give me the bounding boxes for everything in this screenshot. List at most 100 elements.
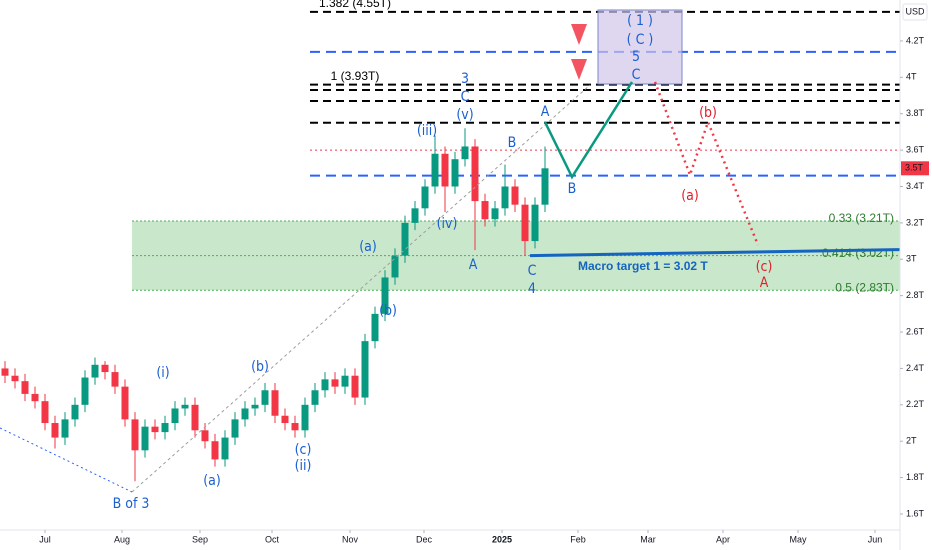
candle-body [251, 404, 259, 409]
x-tick-label: Nov [342, 534, 359, 544]
last-price-marker [901, 161, 929, 176]
y-tick-label: 4T [906, 72, 917, 82]
candle-body [311, 390, 319, 405]
candle-body [121, 386, 129, 420]
candle-body [281, 415, 289, 424]
candle-body [461, 146, 469, 160]
x-tick-label: Mar [640, 534, 656, 544]
candle-body [21, 381, 29, 394]
candle-body [41, 401, 49, 424]
wave-label: (a) [681, 188, 699, 204]
x-tick-label: 2025 [492, 534, 512, 544]
macro-target-line [529, 248, 901, 258]
wave-label: (b) [379, 303, 397, 319]
wave-label: (c) [756, 259, 773, 275]
candle-body [301, 404, 309, 431]
fib-label: 0.5 (2.83T) [835, 280, 894, 294]
wave-label: A [760, 275, 769, 291]
wave-label: (i) [156, 365, 169, 381]
x-tick-label: Jun [868, 534, 883, 544]
x-tick-label: Oct [265, 534, 280, 544]
wave-label: (v) [456, 107, 473, 123]
candle-body [431, 153, 439, 187]
wave-label: 4 [528, 281, 536, 297]
candle-body [541, 168, 549, 205]
wave-label: ( C ) [627, 32, 654, 48]
y-tick-label: 3.8T [906, 108, 925, 118]
y-tick-label: 1.8T [906, 472, 925, 482]
wave-label: (iii) [417, 123, 437, 139]
x-tick-label: Dec [416, 534, 433, 544]
candle-body [341, 375, 349, 387]
candle-body [501, 186, 509, 209]
candle-body [161, 423, 169, 433]
candle-body [481, 201, 489, 220]
wave-label: (b) [251, 359, 269, 375]
y-tick-label: 2.2T [906, 399, 925, 409]
candle-body [61, 419, 69, 438]
x-tick-label: Feb [570, 534, 586, 544]
y-tick-label: 2.8T [906, 290, 925, 300]
x-tick-label: Jul [39, 534, 51, 544]
candle-body [91, 364, 99, 378]
candle-body [201, 430, 209, 442]
y-tick-label: 1.6T [906, 508, 925, 518]
candle-body [261, 390, 269, 405]
candle-body [191, 404, 199, 431]
candle-body [291, 423, 299, 431]
wave-label: C [461, 89, 470, 105]
candle-body [11, 375, 19, 382]
fib-label: 0.414 (3.02T) [822, 246, 894, 260]
last-price-label: 3.5T [905, 163, 924, 173]
candle-body [241, 408, 249, 420]
currency-box [902, 3, 928, 21]
wave-label: (c) [295, 442, 312, 458]
y-tick-label: 3.2T [906, 217, 925, 227]
wave-label: (iv) [437, 216, 458, 232]
wave-label: A [469, 257, 478, 273]
candle-body [31, 393, 39, 402]
candle-body [181, 404, 189, 409]
wave-label: B [568, 181, 577, 197]
drawings: 0.33 (3.21T) 0.414 (3.02T) 0.5 (2.83T) 1.38… [0, 0, 901, 512]
projection-path [543, 81, 634, 180]
trend-line [131, 84, 591, 493]
y-tick-label: 2.4T [906, 363, 925, 373]
wave-label: 5 [632, 49, 640, 65]
wave-label: (b) [699, 105, 717, 121]
candle-body [401, 222, 409, 256]
wave-label: C [528, 263, 537, 279]
down-marker [571, 59, 587, 80]
currency: USD [905, 6, 925, 16]
candle-body [231, 419, 239, 438]
y-tick-label: 3.6T [906, 144, 925, 154]
candle-body [391, 255, 399, 278]
projection-path [653, 81, 760, 246]
wave-label: B of 3 [113, 496, 150, 512]
candle-body [1, 368, 9, 376]
candle-body [371, 313, 379, 342]
wave-label: (a) [203, 473, 221, 489]
x-tick-label: Sep [192, 534, 208, 544]
x-tick-label: Aug [114, 534, 130, 544]
candle-body [411, 208, 419, 223]
candle-body [331, 379, 339, 387]
candle-body [131, 419, 139, 451]
candle-body [421, 186, 429, 209]
candle-body [451, 159, 459, 187]
level-label: 1 (3.93T) [331, 69, 380, 83]
candle-body [521, 204, 529, 242]
candle-body [211, 441, 219, 460]
x-tick-label: Apr [716, 534, 730, 544]
candle-body [441, 153, 449, 187]
candle-body [221, 437, 229, 460]
candle-body [471, 146, 479, 202]
wave-label: C [632, 67, 641, 83]
y-tick-label: 3T [906, 254, 917, 264]
wave-label: ( 1 ) [627, 13, 653, 29]
candle-body [151, 426, 159, 433]
target-box [597, 9, 683, 85]
wave-label: A [541, 104, 550, 120]
